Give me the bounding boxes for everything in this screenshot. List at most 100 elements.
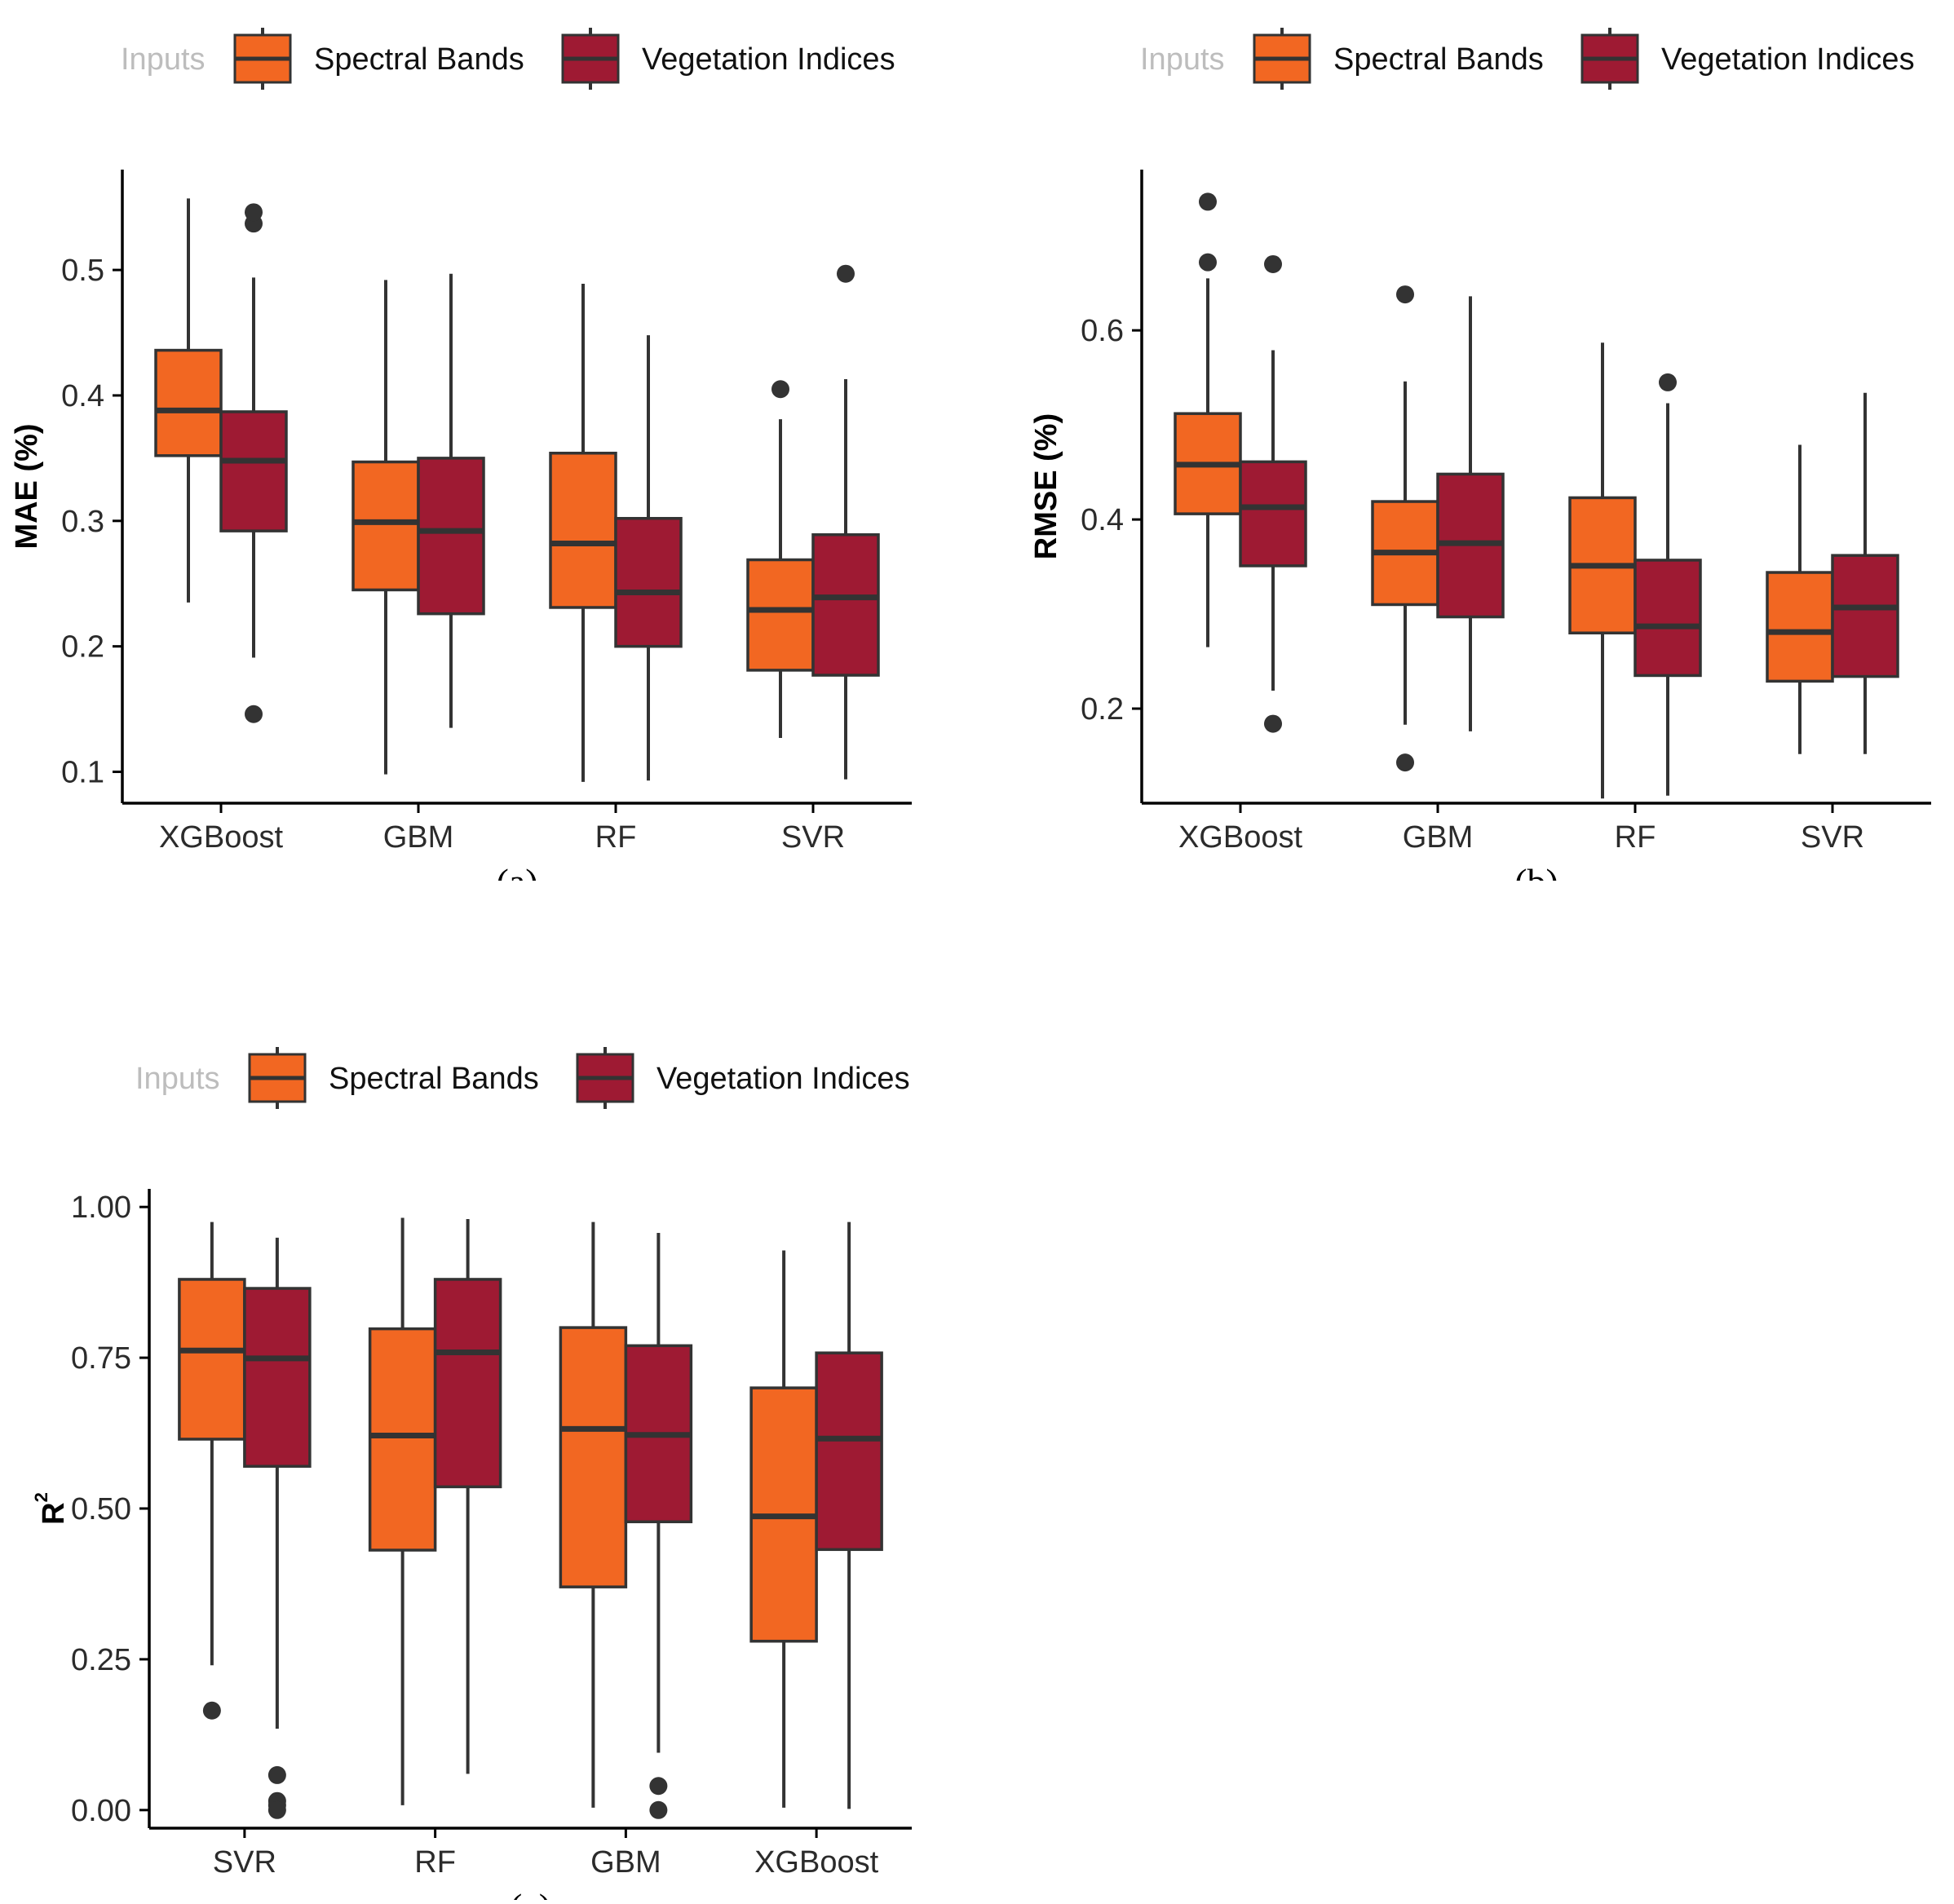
x-tick-label: RF — [1615, 820, 1656, 855]
legend: Inputs Spectral Bands Vegetation Indices — [1140, 28, 1915, 90]
legend-label: Vegetation Indices — [642, 42, 895, 77]
boxplot-vegetation-indices — [219, 203, 288, 723]
box — [154, 348, 223, 457]
box — [1633, 559, 1702, 678]
category-group: GBM — [559, 1221, 693, 1880]
panel-a-mae-chart: Inputs Spectral Bands Vegetation Indices XG… — [0, 0, 930, 903]
x-tick-label: XGBoost — [754, 1845, 879, 1880]
y-axis-title: RMSE (%) — [1029, 413, 1063, 559]
category-group: SVR — [746, 264, 880, 855]
boxplot-spectral-bands — [1174, 192, 1242, 647]
y-tick-label: 0.4 — [61, 379, 104, 413]
legend-label: Spectral Bands — [1333, 42, 1544, 77]
category-group: RF — [1568, 342, 1702, 855]
outlier-point — [1199, 253, 1217, 272]
outlier-point — [202, 1701, 221, 1720]
legend-title: Inputs — [121, 42, 206, 77]
boxplot-vegetation-indices — [243, 1237, 312, 1819]
boxplot-vegetation-indices — [417, 273, 485, 728]
x-tick-label: GBM — [590, 1845, 661, 1880]
category-group: XGBoost — [749, 1221, 883, 1880]
box — [815, 1351, 883, 1552]
y-tick-label: 0.6 — [1081, 314, 1124, 348]
outlier-point — [1396, 753, 1414, 772]
y-tick-label: 0.75 — [71, 1341, 131, 1376]
outlier-point — [649, 1777, 668, 1796]
y-tick-label: 0.5 — [61, 254, 104, 288]
x-tick-label: SVR — [1801, 820, 1864, 855]
outlier-point — [267, 1765, 286, 1784]
box — [178, 1278, 246, 1441]
box — [746, 558, 815, 672]
y-axis-title-text: R — [37, 1502, 71, 1524]
outlier-point — [267, 1800, 286, 1819]
x-tick-label: RF — [595, 820, 637, 855]
category-group: GBM — [351, 273, 485, 855]
y-axis-title: MAE (%) — [10, 423, 44, 549]
y-tick-label: 0.50 — [71, 1492, 131, 1526]
boxplot-spectral-bands — [351, 280, 420, 775]
chart-svg-a: Inputs Spectral Bands Vegetation Indices XG… — [10, 28, 912, 903]
y-tick-label: 0.2 — [1081, 692, 1124, 727]
box — [614, 516, 683, 648]
category-group: RF — [549, 284, 683, 855]
outlier-point — [771, 380, 789, 399]
legend-key-spectral-bands — [233, 28, 292, 90]
x-tick-label: GBM — [1403, 820, 1474, 855]
boxplot-spectral-bands — [178, 1221, 246, 1720]
boxplot-vegetation-indices — [1436, 296, 1505, 731]
y-axis-title-text: MAE (%) — [10, 423, 44, 549]
chart-svg-c: Inputs Spectral Bands Vegetation Indices SV… — [31, 1047, 912, 1904]
legend-key-spectral-bands — [1253, 28, 1311, 90]
box — [351, 460, 420, 592]
y-tick-label: 1.00 — [71, 1191, 131, 1225]
legend: Inputs Spectral Bands Vegetation Indices — [135, 1047, 910, 1109]
box — [243, 1287, 312, 1468]
box — [219, 410, 288, 532]
y-tick-label: 0.1 — [61, 756, 104, 790]
category-group: XGBoost — [154, 198, 288, 855]
legend-title: Inputs — [1140, 42, 1225, 77]
outlier-point — [649, 1800, 668, 1819]
y-axis-title-text: RMSE (%) — [1029, 413, 1063, 559]
boxplot-spectral-bands — [549, 284, 617, 782]
box — [368, 1327, 437, 1552]
x-tick-label: SVR — [213, 1845, 276, 1880]
y-tick-label: 0.00 — [71, 1794, 131, 1828]
legend-key-spectral-bands — [248, 1047, 307, 1109]
box — [433, 1278, 502, 1489]
legend-key-vegetation-indices — [561, 28, 620, 90]
outlier-point — [1264, 254, 1282, 273]
panel-b-rmse-chart: Inputs Spectral Bands Vegetation Indices XG… — [1019, 0, 1949, 903]
legend-label: Vegetation Indices — [656, 1062, 910, 1096]
outlier-point — [1659, 373, 1677, 391]
x-tick-label: RF — [414, 1845, 456, 1880]
box — [559, 1326, 628, 1588]
boxplot-spectral-bands — [746, 380, 815, 738]
panel-label: (a) — [496, 861, 537, 881]
y-tick-label: 0.25 — [71, 1643, 131, 1677]
legend-label: Spectral Bands — [329, 1062, 539, 1096]
box — [1766, 571, 1834, 683]
legend-label: Spectral Bands — [314, 42, 524, 77]
boxplot-vegetation-indices — [815, 1221, 883, 1809]
boxplot-vegetation-indices — [614, 335, 683, 781]
y-axis-title-superscript: 2 — [31, 1492, 51, 1502]
outlier-point — [245, 705, 263, 723]
category-group: XGBoost — [1174, 192, 1307, 855]
legend-key-vegetation-indices — [576, 1047, 634, 1109]
category-group: SVR — [1766, 392, 1899, 855]
outlier-point — [245, 203, 263, 222]
boxplot-vegetation-indices — [811, 264, 880, 780]
box — [1831, 554, 1899, 678]
boxplot-vegetation-indices — [1633, 373, 1702, 796]
panel-label: (b) — [1514, 861, 1558, 881]
outlier-point — [1199, 192, 1217, 211]
x-tick-label: XGBoost — [1178, 820, 1303, 855]
x-tick-label: SVR — [781, 820, 845, 855]
boxplot-spectral-bands — [368, 1217, 437, 1805]
outlier-point — [837, 264, 855, 283]
box — [811, 532, 880, 677]
box — [417, 457, 485, 616]
outlier-point — [1264, 714, 1282, 733]
